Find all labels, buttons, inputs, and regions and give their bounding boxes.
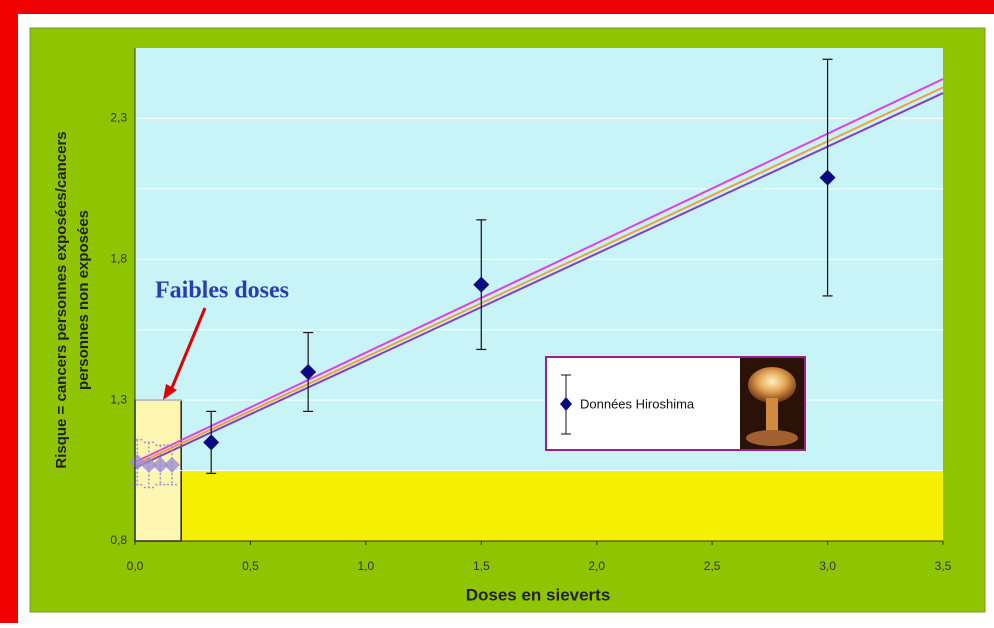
x-tick-label: 1,0 [358,559,375,573]
x-tick-label: 2,5 [704,559,721,573]
legend-label: Données Hiroshima [580,396,695,411]
y-tick-label: 2,3 [110,111,127,125]
y-axis-title: personnes non exposées [75,210,92,390]
legend-image [748,367,796,403]
x-tick-label: 3,0 [819,559,836,573]
annotation: Faibles doses [155,278,289,304]
y-axis-title: Risque = cancers personnes exposées/canc… [53,131,70,468]
y-tick-label: 1,3 [110,392,127,406]
frame-left [0,0,18,623]
frame-top [0,0,994,14]
y-tick-label: 0,8 [110,533,127,547]
x-tick-label: 0,0 [127,559,144,573]
y-tick-label: 1,8 [110,251,127,265]
x-tick-label: 1,5 [473,559,490,573]
x-axis-title: Doses en sieverts [466,585,611,604]
legend: Données Hiroshima [546,357,805,450]
x-tick-label: 3,5 [935,559,952,573]
legend-image [766,398,778,432]
x-tick-label: 2,0 [588,559,605,573]
band [135,471,943,541]
x-tick-label: 0,5 [242,559,259,573]
legend-image [746,430,798,446]
chart: 0,8 1,3 1,8 2,3 0,0 0,5 1,0 1,5 2,0 2,5 3,0 3,5 Dos… [0,0,994,623]
